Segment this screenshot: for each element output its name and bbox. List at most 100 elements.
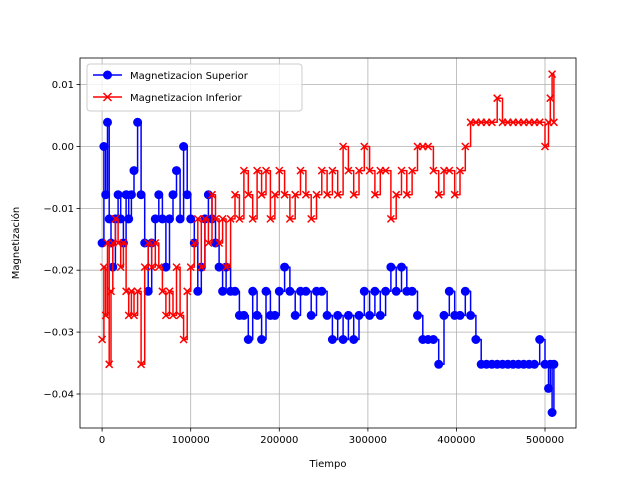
data-point	[408, 166, 417, 175]
data-point	[280, 262, 290, 272]
data-point	[339, 142, 348, 151]
data-point	[190, 238, 199, 248]
data-point	[365, 310, 375, 320]
data-point	[445, 166, 454, 175]
data-point	[535, 335, 545, 344]
data-point	[301, 286, 311, 296]
data-point	[296, 166, 305, 175]
data-point	[243, 335, 253, 344]
data-point	[460, 286, 470, 296]
data-point	[204, 238, 213, 248]
data-point	[147, 263, 156, 272]
legend-item-inferior: Magnetizacion Inferior	[93, 92, 243, 104]
data-point	[322, 310, 332, 320]
data-point	[218, 214, 227, 223]
data-point	[261, 166, 271, 175]
data-point	[544, 383, 553, 393]
data-point	[312, 190, 321, 199]
data-point	[487, 118, 496, 127]
data-point	[248, 214, 257, 223]
plot-frame	[79, 57, 577, 429]
y-tick-label: −0.01	[43, 204, 74, 215]
data-point	[193, 286, 203, 296]
data-point	[165, 287, 174, 296]
data-point	[434, 190, 443, 199]
data-point	[333, 310, 343, 320]
data-point	[113, 190, 123, 200]
data-point	[280, 190, 289, 199]
data-point	[172, 263, 181, 272]
data-point	[99, 263, 108, 272]
x-tick-label: 0	[99, 435, 105, 446]
data-point	[103, 117, 112, 127]
data-point	[413, 310, 422, 320]
data-point	[359, 286, 369, 296]
y-tick-label: −0.03	[43, 328, 74, 339]
data-point	[106, 287, 116, 296]
data-point	[455, 166, 465, 175]
data-point	[230, 190, 240, 199]
data-point	[158, 287, 167, 296]
data-point	[493, 94, 502, 103]
data-point	[175, 214, 185, 224]
data-point	[99, 142, 109, 151]
data-point	[333, 190, 342, 199]
x-tick-label: 400000	[437, 435, 475, 446]
data-point	[540, 142, 550, 151]
data-point	[244, 190, 253, 199]
x-tick-label: 200000	[260, 435, 298, 446]
data-point	[200, 214, 209, 223]
data-point	[235, 214, 244, 223]
data-point	[211, 214, 220, 223]
data-point	[344, 166, 353, 175]
y-tick-label: 0.01	[52, 80, 74, 91]
data-point	[275, 166, 284, 175]
data-point	[549, 118, 558, 127]
data-point	[386, 214, 395, 223]
data-point	[179, 335, 188, 344]
data-point	[129, 311, 139, 320]
data-point	[136, 190, 146, 200]
data-point	[270, 310, 280, 320]
data-point	[168, 311, 178, 320]
data-point	[257, 190, 266, 199]
data-point	[354, 166, 364, 175]
data-point	[239, 166, 248, 175]
data-point	[154, 190, 164, 200]
data-point	[270, 190, 279, 199]
x-tick-label: 300000	[349, 435, 387, 446]
data-point	[549, 359, 559, 369]
data-point	[397, 262, 406, 272]
data-point	[151, 238, 160, 248]
data-point	[266, 214, 275, 223]
data-point	[274, 286, 284, 296]
data-point	[323, 190, 332, 199]
data-point	[434, 359, 444, 369]
y-axis-label: Magnetización	[10, 207, 22, 279]
data-point	[197, 263, 206, 272]
data-point	[124, 214, 134, 224]
data-point	[301, 190, 310, 199]
data-point	[137, 360, 146, 369]
data-point	[179, 142, 189, 151]
data-point	[328, 166, 337, 175]
data-point	[261, 286, 271, 296]
data-point	[450, 190, 459, 199]
data-point	[133, 287, 142, 296]
y-tick-label: −0.04	[43, 390, 74, 401]
data-point	[215, 238, 224, 248]
data-point	[439, 310, 449, 320]
data-point	[239, 310, 249, 320]
data-point	[392, 190, 401, 199]
data-point	[218, 286, 228, 296]
data-point	[461, 142, 470, 151]
data-point	[186, 214, 196, 224]
legend-box	[86, 63, 303, 112]
data-point	[193, 214, 202, 223]
series-layer	[97, 70, 559, 417]
data-point	[327, 335, 337, 344]
data-point	[129, 166, 139, 176]
data-point	[291, 190, 300, 199]
data-point	[349, 335, 359, 344]
data-point	[119, 238, 128, 248]
